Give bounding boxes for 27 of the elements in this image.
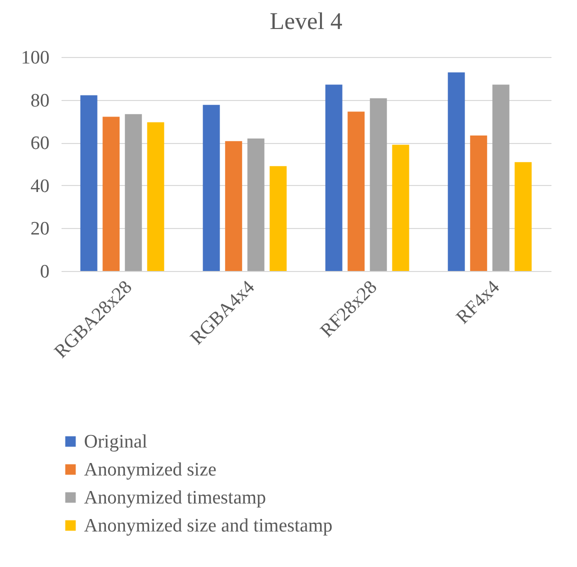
bar: [147, 122, 164, 271]
legend-label: Anonymized size and timestamp: [84, 516, 333, 536]
bar: [448, 72, 465, 271]
bar: [202, 104, 220, 271]
y-tick-label: 20: [30, 218, 50, 240]
bar: [247, 138, 264, 271]
bar: [348, 112, 365, 271]
y-tick-label: 60: [30, 133, 50, 154]
bar: [80, 95, 98, 271]
bar: [492, 84, 510, 271]
bar: [325, 84, 342, 271]
y-tick-label: 100: [21, 48, 50, 68]
bar: [124, 114, 142, 271]
bar: [392, 144, 410, 271]
legend-label: Anonymized timestamp: [84, 488, 266, 508]
legend-label: Original: [84, 432, 148, 452]
bar: [102, 116, 120, 271]
y-tick-label: 80: [30, 90, 50, 112]
bar: [470, 136, 488, 271]
bar: [514, 162, 532, 271]
bar: [270, 166, 287, 271]
bar: [225, 141, 242, 271]
legend-label: Anonymized size: [84, 460, 216, 480]
chart-title: Level 4: [270, 9, 342, 35]
y-tick-label: 40: [30, 176, 50, 197]
y-tick-label: 0: [40, 262, 50, 282]
bar: [370, 98, 387, 271]
